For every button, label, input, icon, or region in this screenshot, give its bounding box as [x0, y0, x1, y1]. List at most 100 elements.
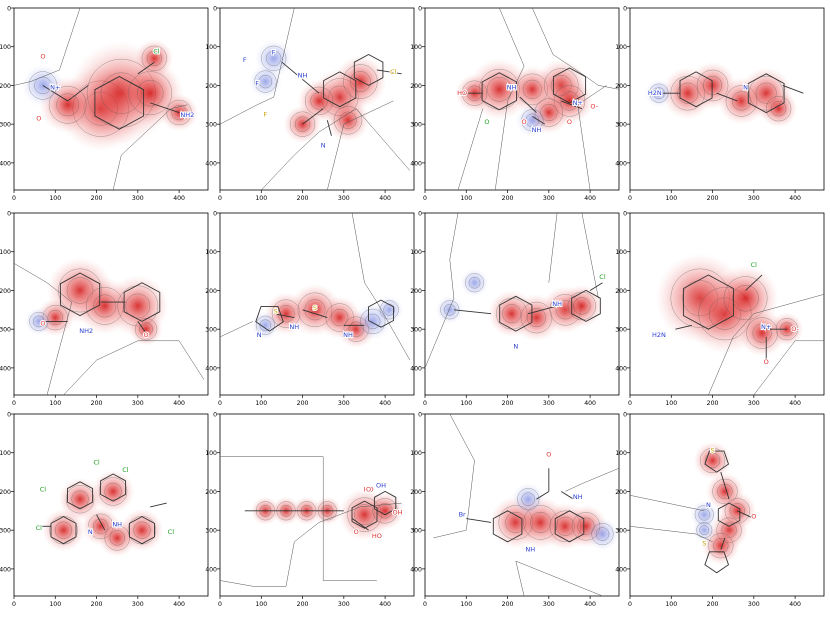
- negative-attribution-blob: [374, 295, 404, 325]
- contour-line: [766, 96, 792, 122]
- x-tick-label: 400: [379, 400, 391, 407]
- x-tick-label: 100: [255, 400, 267, 407]
- negative-attribution-blob: [585, 517, 619, 551]
- molecule-bond: [137, 61, 155, 75]
- y-tick-label: 100: [0, 44, 11, 51]
- panel-content: F F F NH F N Cl: [220, 8, 411, 190]
- atom-label: NH: [343, 331, 353, 339]
- x-tick-label: 300: [748, 400, 760, 407]
- molecule-ring: [94, 75, 145, 130]
- y-tick-label: 200: [410, 288, 422, 295]
- y-tick-label: 100: [410, 450, 422, 457]
- contour-line: [699, 525, 710, 536]
- x-tick-label: 0: [628, 601, 632, 608]
- atom-label: O: [764, 358, 769, 366]
- atom-label: N: [321, 141, 326, 149]
- contour-line: [339, 111, 357, 129]
- y-tick-label: 200: [205, 83, 217, 90]
- contour-line: [699, 447, 726, 474]
- x-tick-label: 300: [748, 601, 760, 608]
- panel-content: HO NH O O NH O N+ O-: [455, 8, 619, 190]
- x-tick-label: 100: [255, 601, 267, 608]
- molecule-ring: [747, 73, 785, 114]
- negative-attribution-blob: [460, 268, 489, 297]
- atom-label: Cl: [751, 261, 758, 269]
- y-tick-label: 300: [410, 327, 422, 334]
- contour-line: [703, 75, 723, 95]
- y-tick-label: 400: [0, 365, 11, 372]
- panel-5: O NH2 O 0 100 200 300 400 0 100 200 300 400: [0, 211, 209, 407]
- atom-label: NH: [573, 493, 583, 501]
- panel-content: S N O S: [630, 441, 757, 574]
- y-tick-label: 300: [410, 122, 422, 129]
- x-tick-label: 400: [584, 400, 596, 407]
- atom-label: N: [257, 331, 262, 339]
- positive-attribution-blob: [560, 284, 604, 328]
- contour-line: [220, 456, 377, 581]
- atom-label: F: [264, 110, 268, 118]
- x-tick-label: 400: [173, 400, 185, 407]
- negative-attribution-blob: [24, 307, 54, 336]
- contour-line: [732, 284, 759, 312]
- x-tick-label: 400: [173, 601, 185, 608]
- panel-content: N S S NH NH: [220, 213, 411, 361]
- molecule-ring: [554, 510, 585, 543]
- molecule-ring: [481, 72, 517, 111]
- y-tick-label: 300: [205, 327, 217, 334]
- atom-label: OH: [376, 482, 386, 490]
- contour-line: [146, 50, 162, 66]
- atom-label: HO: [457, 89, 467, 97]
- y-tick-label: 200: [205, 489, 217, 496]
- positive-attribution-blob: [135, 39, 174, 78]
- contour-line: [14, 263, 73, 395]
- contour-line: [577, 85, 607, 190]
- contour-line: [56, 93, 80, 117]
- y-tick-label: 200: [615, 489, 627, 496]
- y-tick-label: 100: [205, 450, 217, 457]
- molecule-ring: [353, 53, 384, 86]
- atom-label: Cl: [36, 524, 43, 532]
- molecule-bond: [675, 324, 693, 330]
- molecule-bond: [150, 502, 167, 508]
- contour-line: [289, 111, 316, 137]
- panel-3: HO NH O O NH O N+ O- 0 100 200 300 400 0 100 200 300 400: [410, 6, 620, 202]
- contour-line: [425, 213, 459, 368]
- atom-label: NH: [532, 126, 542, 134]
- y-tick-label: 100: [615, 249, 627, 256]
- x-tick-label: 0: [218, 601, 222, 608]
- y-tick-label: 400: [205, 160, 217, 167]
- panel-content: O NH Br NH: [433, 414, 619, 596]
- molecule-ring: [123, 282, 161, 322]
- molecule-bond: [716, 92, 738, 102]
- atom-label: Cl: [599, 273, 606, 281]
- atom-label: NH: [525, 545, 535, 553]
- contour-line: [521, 492, 535, 506]
- panel-4: H2N N 0 100 200 300 400 0 100 200 300 400: [615, 6, 825, 202]
- x-tick-label: 200: [707, 601, 719, 608]
- molecule-ring: [499, 295, 533, 332]
- y-tick-label: 0: [623, 211, 627, 218]
- contour-line: [220, 8, 295, 125]
- atom-label: O-: [590, 103, 598, 111]
- atom-label: O: [484, 118, 489, 126]
- y-tick-label: 0: [418, 412, 422, 419]
- contour-line: [137, 79, 164, 107]
- x-tick-label: 200: [91, 601, 103, 608]
- atom-label: NH: [289, 323, 299, 331]
- molecule-ring: [323, 71, 357, 108]
- atom-label: N: [743, 83, 748, 91]
- y-tick-label: 400: [410, 365, 422, 372]
- y-tick-label: 200: [0, 288, 11, 295]
- atom-label: NH2: [180, 111, 194, 119]
- contour-line: [713, 538, 729, 554]
- y-tick-label: 0: [7, 412, 11, 419]
- atom-label: Cl: [93, 458, 100, 466]
- x-tick-label: 0: [12, 400, 16, 407]
- x-tick-label: 300: [132, 601, 144, 608]
- contour-line: [266, 50, 282, 66]
- x-tick-label: 100: [665, 195, 677, 202]
- positive-attribution-blob: [366, 491, 405, 530]
- molecule-ring: [717, 502, 741, 527]
- atom-label: O: [144, 331, 149, 339]
